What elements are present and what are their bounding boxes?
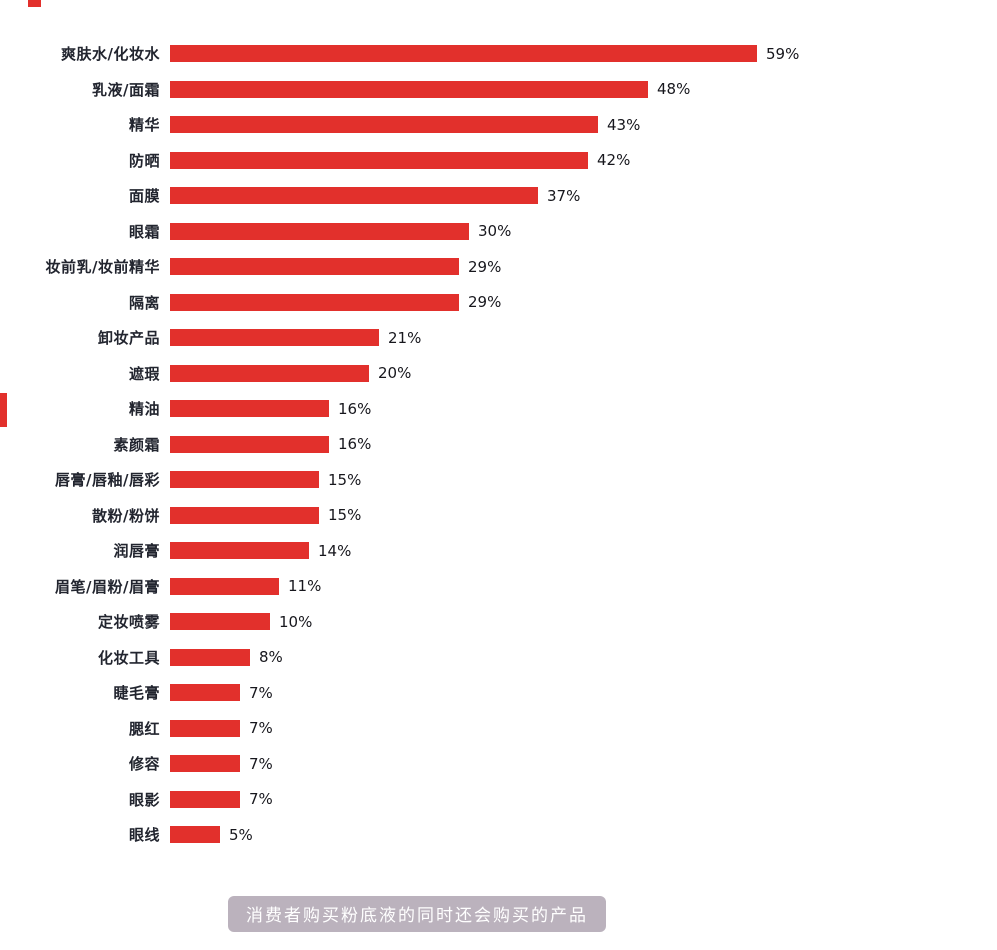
- chart-row: 眼线 5%: [0, 817, 997, 853]
- value-label: 7%: [249, 719, 273, 738]
- value-label: 11%: [288, 577, 322, 596]
- category-label: 面膜: [128, 187, 160, 206]
- value-label: 48%: [657, 80, 691, 99]
- value-label: 8%: [259, 648, 283, 667]
- value-label: 16%: [338, 399, 372, 418]
- chart-row: 唇膏/唇釉/唇彩 15%: [0, 462, 997, 498]
- value-label: 10%: [279, 612, 313, 631]
- category-label: 防晒: [128, 151, 160, 170]
- category-label: 乳液/面霜: [92, 80, 160, 99]
- category-label: 精油: [128, 400, 160, 419]
- category-label: 润唇膏: [113, 542, 160, 561]
- value-label: 21%: [388, 328, 422, 347]
- bar: [170, 80, 648, 98]
- value-label: 16%: [338, 435, 372, 454]
- chart-row: 精油 16%: [0, 391, 997, 427]
- value-label: 29%: [468, 257, 502, 276]
- value-label: 14%: [318, 541, 352, 560]
- bar: [170, 648, 250, 666]
- value-label: 42%: [597, 151, 631, 170]
- chart-row: 乳液/面霜 48%: [0, 72, 997, 108]
- chart-row: 眼影 7%: [0, 782, 997, 818]
- chart-row: 眉笔/眉粉/眉膏 11%: [0, 569, 997, 605]
- bar: [170, 151, 588, 169]
- bar: [170, 577, 279, 595]
- bar: [170, 435, 329, 453]
- category-label: 卸妆产品: [97, 329, 160, 348]
- bar: [170, 826, 220, 844]
- chart-caption: 消费者购买粉底液的同时还会购买的产品: [228, 896, 606, 932]
- bar: [170, 258, 459, 276]
- category-label: 腮红: [128, 719, 160, 738]
- chart-row: 素颜霜 16%: [0, 427, 997, 463]
- category-label: 素颜霜: [113, 435, 160, 454]
- bar: [170, 187, 538, 205]
- chart-row: 隔离 29%: [0, 285, 997, 321]
- category-label: 化妆工具: [97, 648, 160, 667]
- category-label: 定妆喷雾: [97, 613, 160, 632]
- bar-chart: 爽肤水/化妆水 59% 乳液/面霜 48% 精华 43% 防晒 42% 面膜 37% 眼霜 30% 妆前…: [0, 36, 997, 853]
- value-label: 7%: [249, 754, 273, 773]
- bar: [170, 719, 240, 737]
- chart-row: 妆前乳/妆前精华 29%: [0, 249, 997, 285]
- bar: [170, 506, 319, 524]
- chart-row: 眼霜 30%: [0, 214, 997, 250]
- chart-caption-container: 消费者购买粉底液的同时还会购买的产品: [228, 896, 606, 932]
- bar: [170, 293, 459, 311]
- chart-row: 防晒 42%: [0, 143, 997, 179]
- category-label: 唇膏/唇釉/唇彩: [55, 471, 160, 490]
- chart-row: 精华 43%: [0, 107, 997, 143]
- value-label: 43%: [607, 115, 641, 134]
- category-label: 妆前乳/妆前精华: [45, 258, 160, 277]
- bar: [170, 684, 240, 702]
- chart-row: 遮瑕 20%: [0, 356, 997, 392]
- value-label: 37%: [547, 186, 581, 205]
- bar: [170, 116, 598, 134]
- red-edge-artifact-top: [28, 0, 41, 7]
- category-label: 修容: [128, 755, 160, 774]
- chart-row: 散粉/粉饼 15%: [0, 498, 997, 534]
- category-label: 眼影: [128, 790, 160, 809]
- bar: [170, 364, 369, 382]
- chart-row: 化妆工具 8%: [0, 640, 997, 676]
- bar: [170, 542, 309, 560]
- value-label: 30%: [478, 222, 512, 241]
- category-label: 精华: [128, 116, 160, 135]
- chart-row: 爽肤水/化妆水 59%: [0, 36, 997, 72]
- value-label: 5%: [229, 825, 253, 844]
- chart-row: 腮红 7%: [0, 711, 997, 747]
- category-label: 睫毛膏: [113, 684, 160, 703]
- category-label: 眼霜: [128, 222, 160, 241]
- category-label: 遮瑕: [128, 364, 160, 383]
- value-label: 15%: [328, 470, 362, 489]
- category-label: 爽肤水/化妆水: [61, 45, 160, 64]
- bar: [170, 613, 270, 631]
- chart-row: 定妆喷雾 10%: [0, 604, 997, 640]
- category-label: 眉笔/眉粉/眉膏: [55, 577, 160, 596]
- chart-row: 修容 7%: [0, 746, 997, 782]
- value-label: 20%: [378, 364, 412, 383]
- chart-row: 卸妆产品 21%: [0, 320, 997, 356]
- value-label: 7%: [249, 683, 273, 702]
- category-label: 眼线: [128, 826, 160, 845]
- value-label: 7%: [249, 790, 273, 809]
- chart-rows: 爽肤水/化妆水 59% 乳液/面霜 48% 精华 43% 防晒 42% 面膜 37% 眼霜 30% 妆前…: [0, 36, 997, 853]
- chart-row: 睫毛膏 7%: [0, 675, 997, 711]
- bar: [170, 755, 240, 773]
- value-label: 15%: [328, 506, 362, 525]
- bar: [170, 400, 329, 418]
- value-label: 29%: [468, 293, 502, 312]
- bar: [170, 222, 469, 240]
- bar: [170, 45, 757, 63]
- chart-row: 面膜 37%: [0, 178, 997, 214]
- red-edge-artifact-left: [0, 393, 7, 427]
- category-label: 散粉/粉饼: [92, 506, 160, 525]
- category-label: 隔离: [128, 293, 160, 312]
- bar: [170, 471, 319, 489]
- bar: [170, 329, 379, 347]
- bar: [170, 790, 240, 808]
- chart-row: 润唇膏 14%: [0, 533, 997, 569]
- value-label: 59%: [766, 44, 800, 63]
